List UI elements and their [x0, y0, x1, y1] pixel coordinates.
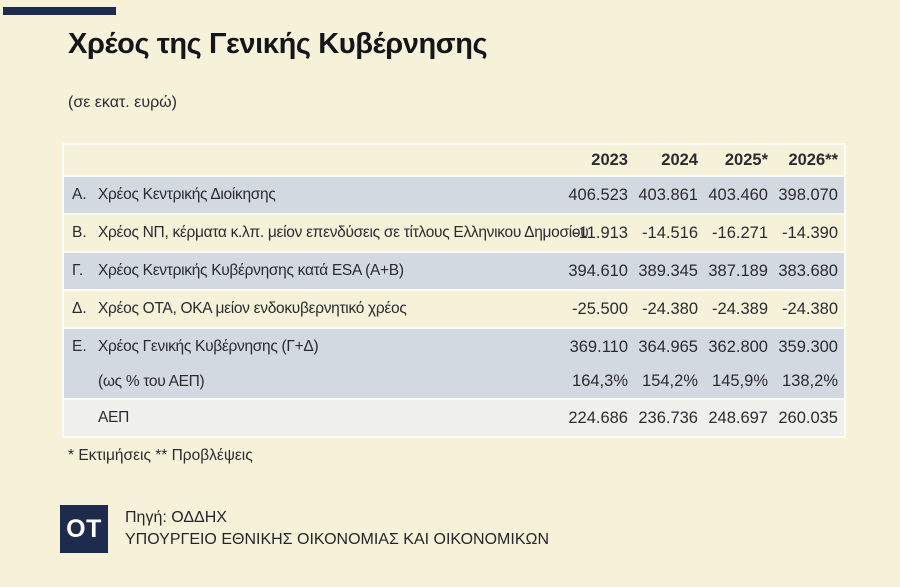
row-value: -24.380 — [782, 299, 838, 318]
row-value: 398.070 — [778, 185, 838, 204]
row-value: 389.345 — [638, 261, 698, 280]
header-year-2026: 2026** — [788, 150, 838, 169]
source-text: Πηγή: ΟΔΔΗΧ ΥΠΟΥΡΓΕΙΟ ΕΘΝΙΚΗΣ ΟΙΚΟΝΟΜΙΑΣ… — [125, 505, 549, 553]
row-label: Χρέος Κεντρικής Κυβέρνησης κατά ESA (Α+Β… — [98, 262, 404, 279]
row-label: ΑΕΠ — [98, 409, 129, 426]
row-value: 403.861 — [638, 185, 698, 204]
row-value: -14.390 — [782, 223, 838, 242]
row-value: 369.110 — [569, 337, 628, 356]
row-value: 260.035 — [778, 408, 838, 427]
row-value: 362.800 — [708, 337, 768, 356]
row-value: -24.380 — [642, 299, 698, 318]
row-value: -14.516 — [642, 223, 698, 242]
row-letter: Α. — [72, 186, 87, 203]
source-block: OT Πηγή: ΟΔΔΗΧ ΥΠΟΥΡΓΕΙΟ ΕΘΝΙΚΗΣ ΟΙΚΟΝΟΜ… — [60, 505, 549, 553]
header-year-2023: 2023 — [591, 150, 628, 169]
table-row: Γ. Χρέος Κεντρικής Κυβέρνησης κατά ESA (… — [64, 253, 844, 289]
table-row: ΑΕΠ 224.686 236.736 248.697 260.035 — [64, 400, 844, 436]
header-year-2024: 2024 — [661, 150, 698, 169]
table-row: Β. Χρέος ΝΠ, κέρματα κ.λπ. μείον επενδύσ… — [64, 215, 844, 251]
footnote: * Εκτιμήσεις ** Προβλέψεις — [68, 447, 253, 464]
row-label: (ως % του ΑΕΠ) — [98, 372, 205, 390]
table-row: Α. Χρέος Κεντρικής Διοίκησης 406.523 403… — [64, 177, 844, 213]
row-value: 236.736 — [638, 408, 698, 427]
row-label: Χρέος ΝΠ, κέρματα κ.λπ. μείον επενδύσεις… — [98, 224, 589, 241]
row-value: 154,2% — [642, 372, 698, 390]
accent-bar — [3, 7, 116, 15]
table-row: (ως % του ΑΕΠ) 164,3% 154,2% 145,9% 138,… — [64, 365, 844, 398]
row-value: -11.913 — [573, 223, 628, 242]
row-value: 364.965 — [638, 337, 698, 356]
row-value: 387.189 — [708, 261, 768, 280]
debt-table: 2023 2024 2025* 2026** Α. Χρέος Κεντρική… — [62, 143, 846, 438]
source-line: Πηγή: ΟΔΔΗΧ — [125, 509, 227, 526]
row-letter: Δ. — [72, 300, 87, 317]
unit-subtitle: (σε εκατ. ευρώ) — [68, 94, 177, 111]
row-label: Χρέος ΟΤΑ, ΟΚΑ μείον ενδοκυβερνητικό χρέ… — [98, 300, 407, 317]
row-value: 164,3% — [572, 372, 628, 390]
ot-logo: OT — [60, 505, 108, 553]
row-value: -16.271 — [712, 223, 768, 242]
row-value: 383.680 — [778, 261, 838, 280]
header-year-2025: 2025* — [724, 150, 768, 169]
row-value: -25.500 — [572, 299, 628, 318]
table-header-row: 2023 2024 2025* 2026** — [64, 145, 844, 175]
row-letter: Β. — [72, 224, 87, 241]
row-value: 394.610 — [568, 261, 628, 280]
row-value: 248.697 — [708, 408, 768, 427]
row-letter: Γ. — [72, 262, 84, 279]
row-letter: Ε. — [72, 338, 87, 355]
row-value: 406.523 — [568, 185, 628, 204]
row-value: -24.389 — [712, 299, 768, 318]
row-value: 145,9% — [712, 372, 768, 390]
row-value: 224.686 — [568, 408, 628, 427]
row-value: 138,2% — [782, 372, 838, 390]
row-label: Χρέος Κεντρικής Διοίκησης — [98, 186, 276, 203]
row-value: 359.300 — [778, 337, 838, 356]
row-value: 403.460 — [708, 185, 768, 204]
row-label: Χρέος Γενικής Κυβέρνησης (Γ+Δ) — [98, 338, 319, 355]
table-row: Δ. Χρέος ΟΤΑ, ΟΚΑ μείον ενδοκυβερνητικό … — [64, 291, 844, 327]
page-title: Χρέος της Γενικής Κυβέρνησης — [68, 28, 488, 60]
source-org: ΥΠΟΥΡΓΕΙΟ ΕΘΝΙΚΗΣ ΟΙΚΟΝΟΜΙΑΣ ΚΑΙ ΟΙΚΟΝΟΜ… — [125, 531, 550, 548]
table-row: Ε. Χρέος Γενικής Κυβέρνησης (Γ+Δ) 369.11… — [64, 329, 844, 365]
